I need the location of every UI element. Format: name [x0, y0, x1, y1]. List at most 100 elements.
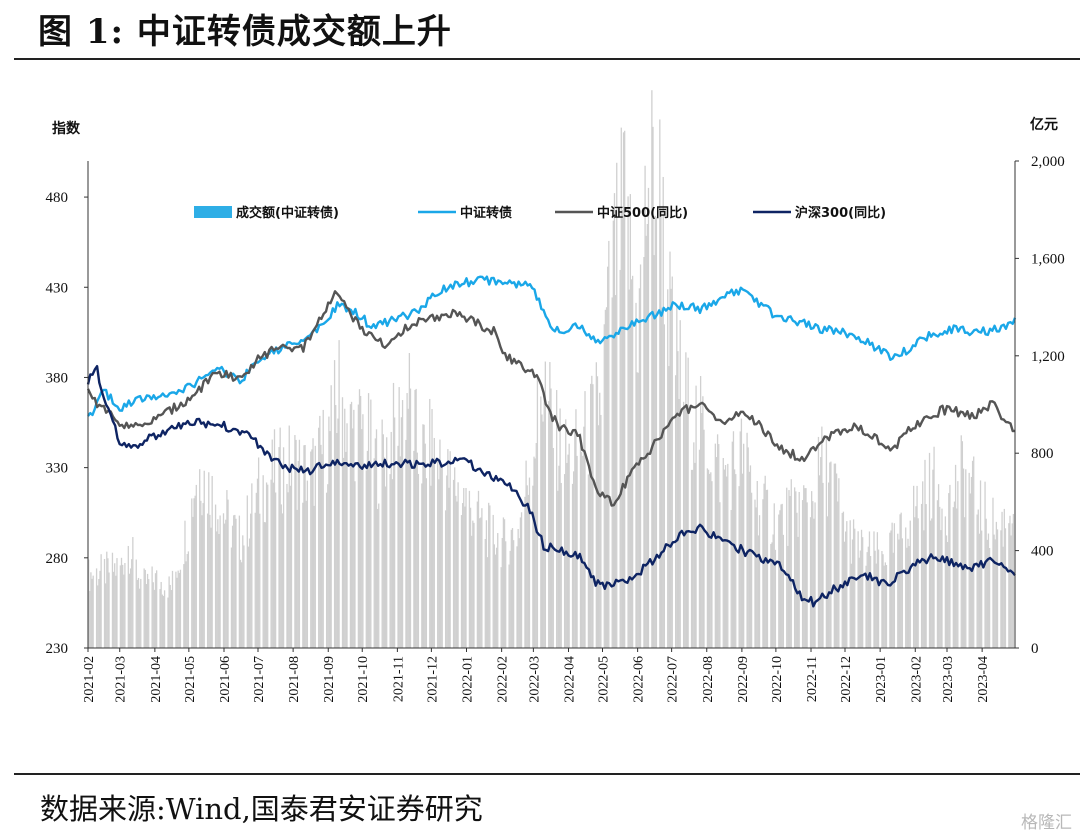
- volume-bar: [949, 484, 951, 648]
- volume-bar: [399, 456, 401, 648]
- volume-bar: [145, 584, 148, 648]
- volume-bar: [928, 452, 931, 648]
- volume-bar: [1010, 535, 1012, 648]
- legend-label: 沪深300(同比): [795, 205, 886, 221]
- volume-bar: [757, 535, 760, 648]
- volume-bar: [635, 302, 637, 648]
- volume-bar: [616, 162, 618, 648]
- x-tick-label: 2022-01: [461, 656, 476, 703]
- volume-bar: [168, 576, 170, 648]
- volume-bar: [440, 466, 442, 648]
- left-tick-label: 330: [46, 461, 69, 477]
- volume-bar: [159, 589, 161, 648]
- volume-bar: [175, 571, 177, 648]
- volume-bar: [111, 552, 114, 648]
- volume-bar: [573, 471, 575, 648]
- volume-bar: [805, 488, 807, 648]
- x-tick-label: 2023-02: [909, 656, 924, 703]
- volume-bar: [873, 531, 875, 648]
- volume-bar: [715, 457, 718, 648]
- volume-bar: [390, 431, 392, 648]
- volume-bar: [270, 479, 272, 648]
- volume-bar: [500, 567, 502, 648]
- left-tick-label: 280: [46, 551, 69, 567]
- volume-bar: [710, 472, 712, 648]
- volume-bar: [565, 419, 567, 648]
- volume-bar: [369, 460, 371, 648]
- legend-csi-cb: 中证转债: [418, 205, 512, 221]
- legend-label: 中证转债: [460, 205, 512, 221]
- volume-bar: [749, 465, 752, 648]
- volume-bar: [693, 442, 695, 648]
- volume-bar: [254, 512, 256, 648]
- volume-bar: [796, 512, 798, 648]
- chart-legend: 成交额(中证转债) 中证转债 中证500(同比) 沪深300(同比): [194, 205, 886, 221]
- volume-bar: [754, 499, 756, 648]
- volume-bar: [709, 473, 711, 648]
- volume-bar: [452, 479, 455, 648]
- volume-bar: [611, 297, 613, 648]
- volume-bar: [764, 475, 766, 648]
- volume-bar: [449, 451, 451, 648]
- x-tick-label: 2021-06: [218, 656, 233, 703]
- volume-bar: [497, 533, 499, 648]
- volume-bar: [596, 376, 599, 648]
- volume-bar: [422, 424, 424, 648]
- volume-bar: [415, 388, 417, 648]
- x-tick-label: 2022-05: [596, 656, 611, 703]
- volume-bar: [322, 409, 324, 648]
- x-tick-label: 2021-07: [252, 656, 267, 703]
- volume-bar: [314, 445, 316, 648]
- volume-bar: [924, 459, 926, 648]
- volume-bar: [328, 416, 330, 648]
- volume-bar: [329, 431, 331, 648]
- volume-bar: [812, 501, 814, 648]
- volume-bar: [392, 382, 395, 648]
- volume-bar: [575, 409, 577, 648]
- volume-bar: [425, 478, 428, 648]
- volume-bar: [849, 520, 851, 648]
- volume-bar: [956, 508, 958, 648]
- volume-bar: [444, 510, 447, 648]
- volume-bar: [803, 485, 805, 648]
- volume-bar: [416, 452, 418, 648]
- right-tick-label: 0: [1031, 641, 1039, 657]
- volume-bar: [518, 538, 520, 648]
- volume-bar: [136, 579, 139, 648]
- volume-bar: [655, 217, 658, 649]
- volume-bar: [690, 469, 693, 648]
- volume-bar: [413, 450, 415, 648]
- volume-bar: [303, 445, 305, 648]
- volume-bar: [779, 510, 781, 648]
- volume-bar: [336, 433, 338, 648]
- volume-bar: [302, 502, 304, 648]
- volume-bar: [183, 564, 185, 648]
- volume-bar: [652, 126, 654, 649]
- volume-bar: [454, 467, 456, 648]
- volume-bar: [608, 240, 610, 649]
- x-tick-label: 2021-05: [183, 656, 198, 703]
- volume-bar: [255, 492, 258, 648]
- legend-csi500: 中证500(同比): [555, 205, 688, 221]
- volume-bar: [727, 463, 729, 648]
- volume-bar: [743, 443, 745, 648]
- volume-bar: [582, 455, 584, 648]
- volume-bar: [881, 551, 883, 648]
- volume-bar: [367, 393, 370, 648]
- volume-bar: [486, 557, 489, 648]
- volume-bar: [584, 391, 586, 648]
- volume-bar: [669, 251, 671, 648]
- volume-bar: [219, 515, 221, 648]
- volume-bar: [167, 597, 169, 648]
- volume-bar: [909, 520, 911, 648]
- volume-bar: [765, 489, 767, 648]
- volume-bar: [595, 362, 597, 648]
- x-tick-label: 2022-11: [805, 656, 820, 702]
- volume-bar: [202, 503, 204, 648]
- volume-bar: [335, 405, 337, 648]
- volume-bar: [637, 372, 639, 648]
- legend-label: 成交额(中证转债): [236, 205, 339, 221]
- volume-bar: [160, 581, 162, 648]
- volume-bar: [484, 539, 486, 648]
- volume-bar: [1002, 546, 1004, 648]
